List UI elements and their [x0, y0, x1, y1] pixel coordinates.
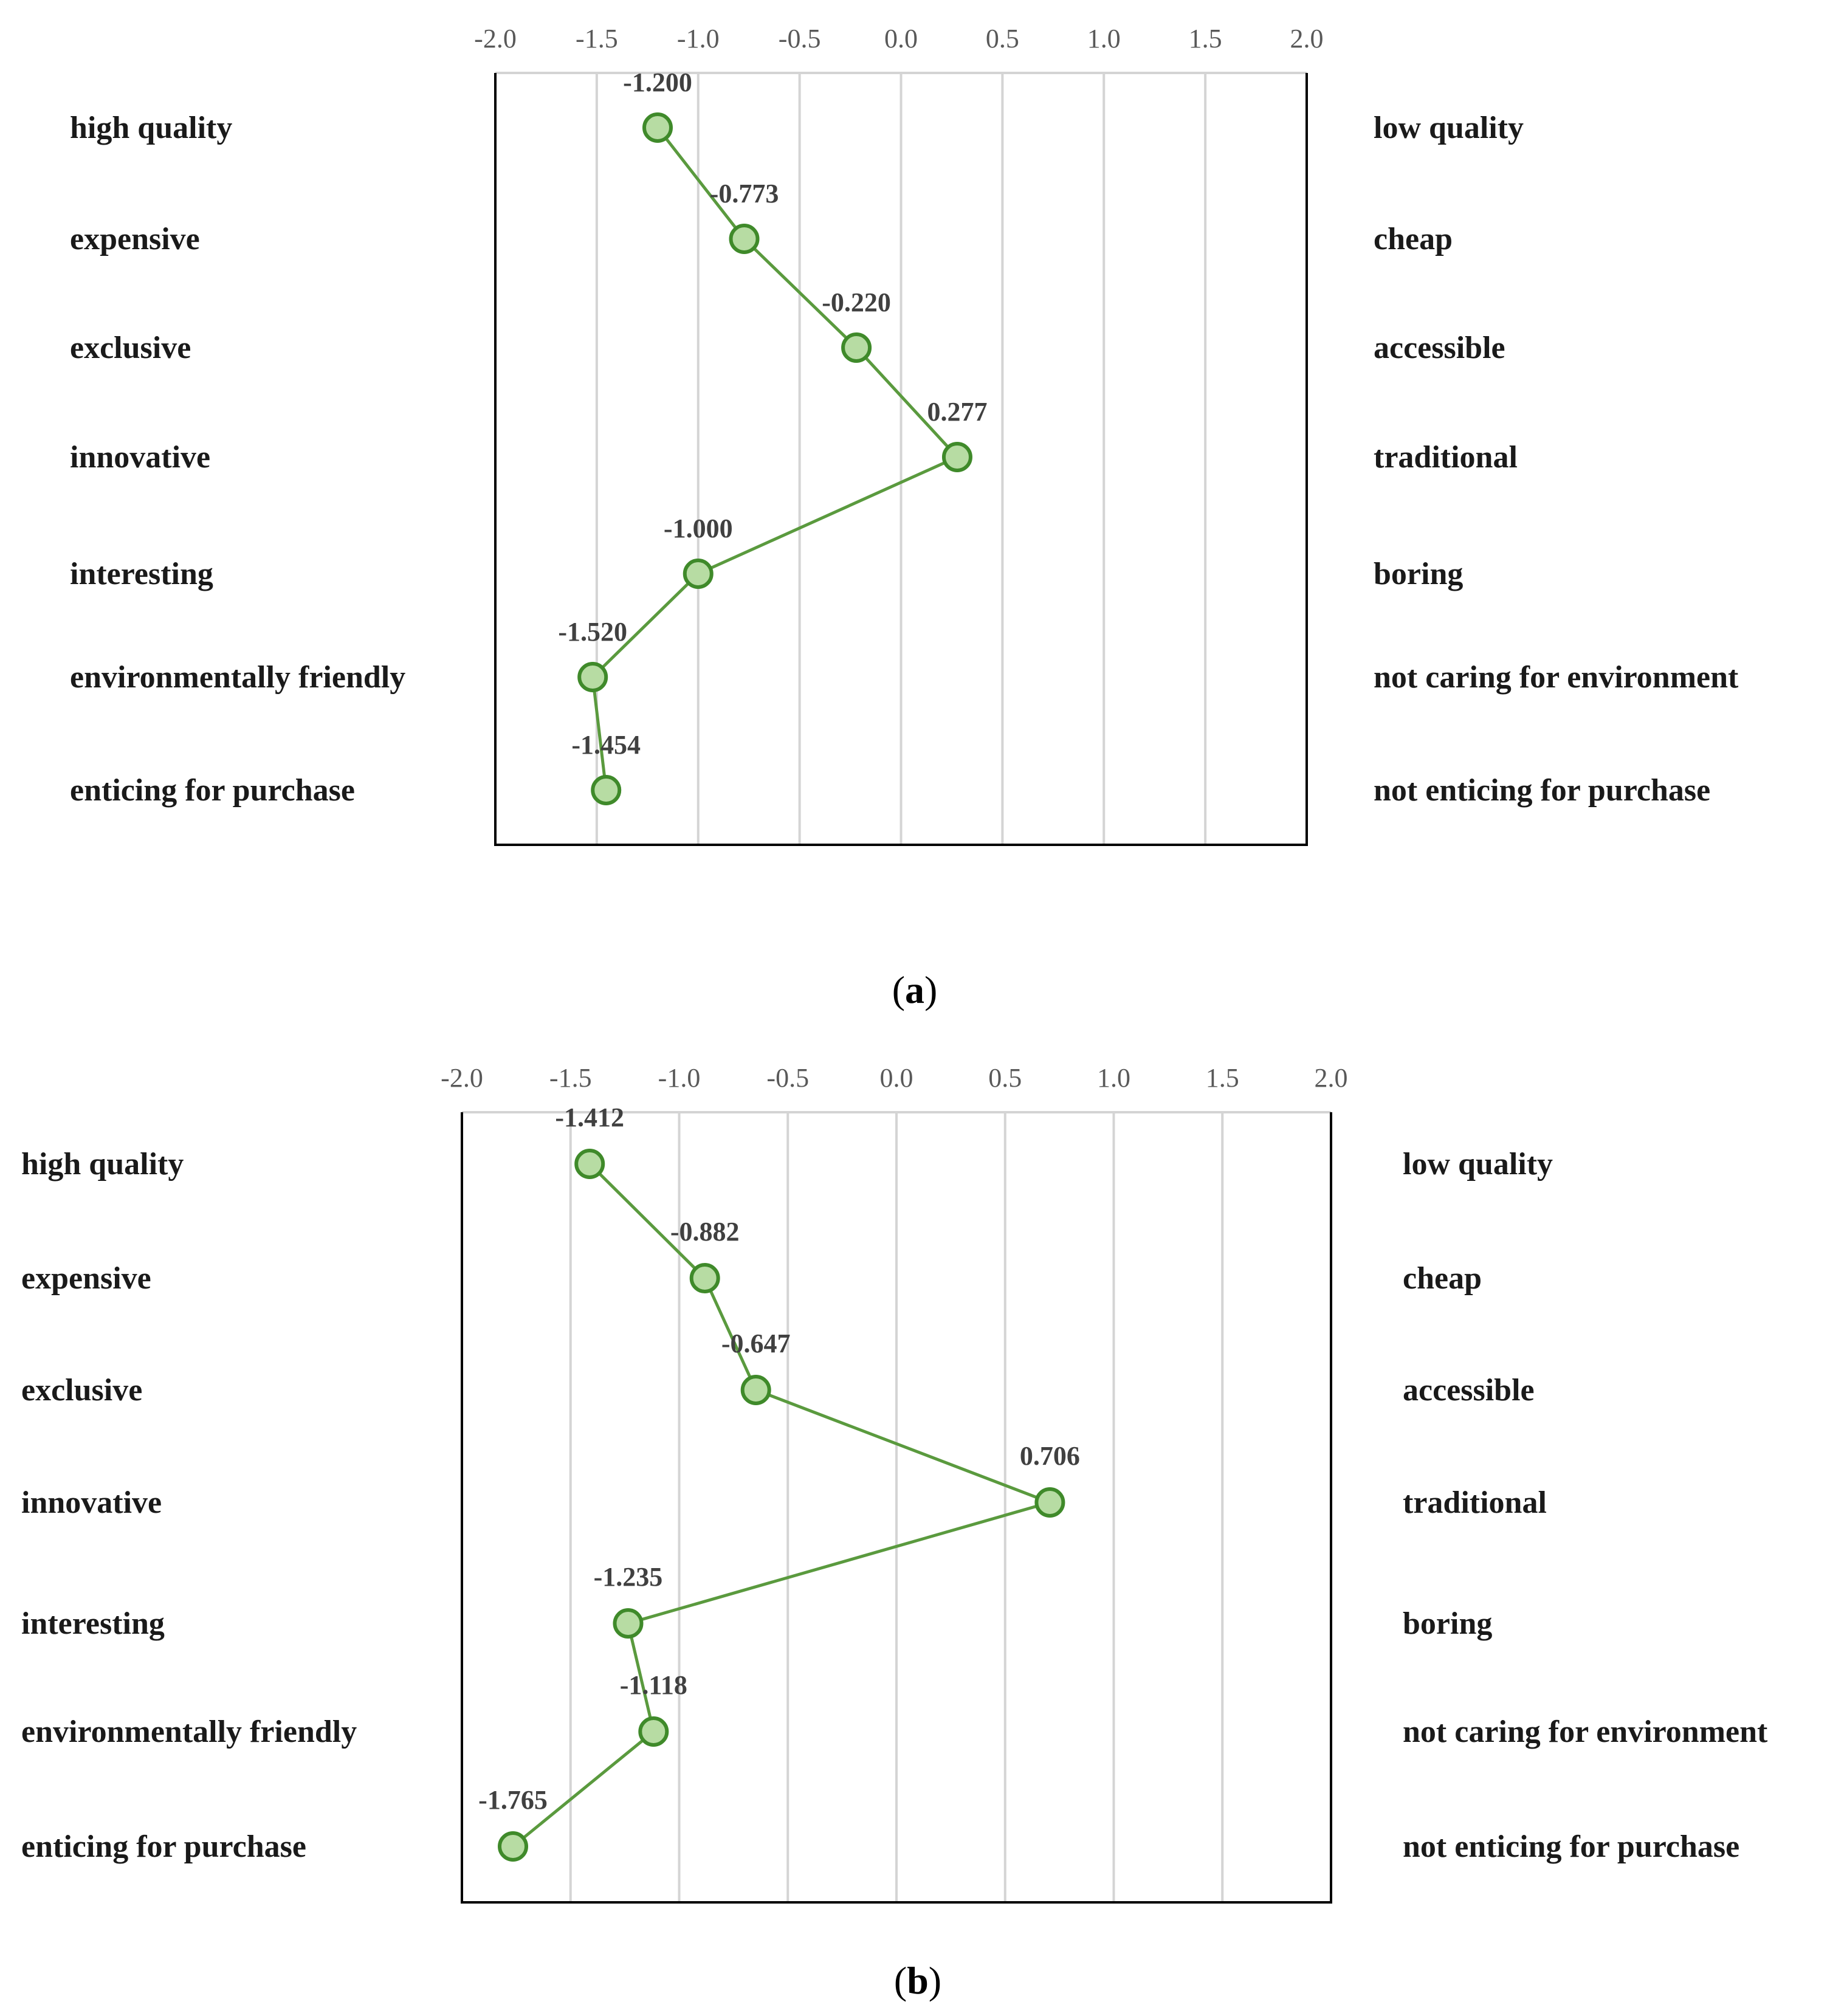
data-label-b-1: -0.882	[670, 1217, 740, 1247]
left-term-label-b-1: expensive	[21, 1261, 151, 1296]
left-term-label-a-3: innovative	[70, 440, 210, 475]
data-point-a-2	[841, 332, 872, 363]
data-point-a-5	[577, 662, 608, 692]
right-term-label-b-6: not enticing for purchase	[1403, 1829, 1739, 1864]
x-tick-label-b-2: -1.0	[658, 1063, 701, 1093]
left-term-label-a-4: interesting	[70, 557, 213, 591]
data-point-a-1	[729, 224, 760, 254]
data-point-a-4	[683, 559, 714, 589]
right-term-label-b-3: traditional	[1403, 1485, 1547, 1520]
x-tick-label-b-6: 1.0	[1097, 1063, 1130, 1093]
x-tick-label-a-1: -1.5	[576, 24, 618, 53]
right-term-label-a-3: traditional	[1374, 440, 1518, 475]
right-term-label-a-6: not enticing for purchase	[1374, 773, 1710, 808]
left-term-label-b-4: interesting	[21, 1606, 165, 1641]
caption-close-a: )	[924, 968, 937, 1011]
x-tick-label-a-8: 2.0	[1290, 24, 1324, 53]
left-term-label-b-3: innovative	[21, 1485, 162, 1520]
data-label-a-3: 0.277	[927, 397, 987, 427]
right-term-label-a-1: cheap	[1374, 222, 1453, 256]
right-term-label-a-5: not caring for environment	[1374, 660, 1739, 695]
chart-a: -2.0 -1.5 -1.0 -0.5 0.0 0.5 1.0 1.5 2.0 high qual…	[70, 24, 1739, 1011]
right-term-label-b-2: accessible	[1403, 1373, 1535, 1408]
right-term-label-b-0: low quality	[1403, 1147, 1553, 1182]
x-tick-label-b-4: 0.0	[880, 1063, 913, 1093]
data-label-a-1: -0.773	[710, 179, 779, 208]
data-label-a-5: -1.520	[558, 617, 627, 647]
left-term-label-b-0: high quality	[21, 1147, 184, 1182]
data-point-b-3	[1034, 1487, 1065, 1518]
caption-open-b: (	[894, 1959, 907, 2002]
left-term-label-a-5: environmentally friendly	[70, 660, 405, 695]
right-term-label-b-5: not caring for environment	[1403, 1715, 1768, 1749]
data-point-a-6	[591, 775, 622, 805]
left-term-label-a-0: high quality	[70, 111, 232, 145]
left-term-label-b-6: enticing for purchase	[21, 1829, 306, 1864]
caption-close-b: )	[929, 1959, 941, 2002]
left-term-label-a-1: expensive	[70, 222, 200, 256]
left-term-label-b-5: environmentally friendly	[21, 1715, 357, 1749]
data-label-b-3: 0.706	[1020, 1441, 1080, 1471]
caption-letter-a: a	[905, 968, 924, 1011]
x-tick-label-a-4: 0.0	[884, 24, 918, 53]
data-point-a-0	[642, 112, 673, 143]
left-term-label-b-2: exclusive	[21, 1373, 142, 1408]
x-tick-label-a-6: 1.0	[1087, 24, 1121, 53]
data-point-b-5	[638, 1716, 669, 1747]
series-line-a	[591, 126, 960, 791]
x-tick-label-a-5: 0.5	[986, 24, 1019, 53]
right-term-label-a-4: boring	[1374, 557, 1463, 591]
data-label-b-4: -1.235	[594, 1562, 663, 1592]
panel-caption-b: (b)	[894, 1959, 941, 2002]
x-tick-label-a-0: -2.0	[474, 24, 517, 53]
data-point-b-6	[498, 1831, 529, 1862]
data-point-a-3	[941, 442, 972, 472]
series-line-b	[512, 1163, 1055, 1848]
data-label-a-4: -1.000	[664, 514, 733, 543]
plot-frame-a	[494, 73, 1308, 846]
right-term-label-b-4: boring	[1403, 1606, 1492, 1641]
data-point-b-2	[740, 1375, 771, 1405]
data-label-a-0: -1.200	[623, 67, 692, 97]
data-label-b-5: -1.118	[620, 1670, 687, 1700]
x-tick-label-a-3: -0.5	[779, 24, 821, 53]
data-label-a-2: -0.220	[822, 287, 891, 317]
panel-caption-a: (a)	[892, 968, 938, 1011]
data-point-b-4	[613, 1608, 644, 1639]
x-tick-label-a-2: -1.0	[677, 24, 720, 53]
x-tick-label-b-7: 1.5	[1206, 1063, 1239, 1093]
x-tick-label-b-8: 2.0	[1315, 1063, 1348, 1093]
data-label-b-6: -1.765	[478, 1785, 548, 1815]
data-label-b-2: -0.647	[721, 1329, 791, 1358]
caption-open-a: (	[892, 968, 905, 1011]
right-term-label-a-2: accessible	[1374, 331, 1505, 365]
x-tick-label-b-0: -2.0	[441, 1063, 483, 1093]
caption-letter-b: b	[907, 1959, 929, 2002]
right-term-label-a-0: low quality	[1374, 111, 1524, 145]
x-tick-label-b-5: 0.5	[988, 1063, 1022, 1093]
x-tick-label-b-1: -1.5	[549, 1063, 592, 1093]
data-label-a-6: -1.454	[571, 730, 641, 760]
x-tick-label-b-3: -0.5	[766, 1063, 809, 1093]
right-term-label-b-1: cheap	[1403, 1261, 1482, 1296]
data-point-b-0	[574, 1149, 605, 1179]
x-tick-label-a-7: 1.5	[1189, 24, 1222, 53]
chart-b: -2.0 -1.5 -1.0 -0.5 0.0 0.5 1.0 1.5 2.0 high qual…	[21, 1063, 1768, 2002]
left-term-label-a-6: enticing for purchase	[70, 773, 355, 808]
data-label-b-0: -1.412	[555, 1103, 624, 1132]
plot-frame-b	[461, 1112, 1332, 1904]
left-term-label-a-2: exclusive	[70, 331, 191, 365]
data-point-b-1	[689, 1263, 720, 1293]
